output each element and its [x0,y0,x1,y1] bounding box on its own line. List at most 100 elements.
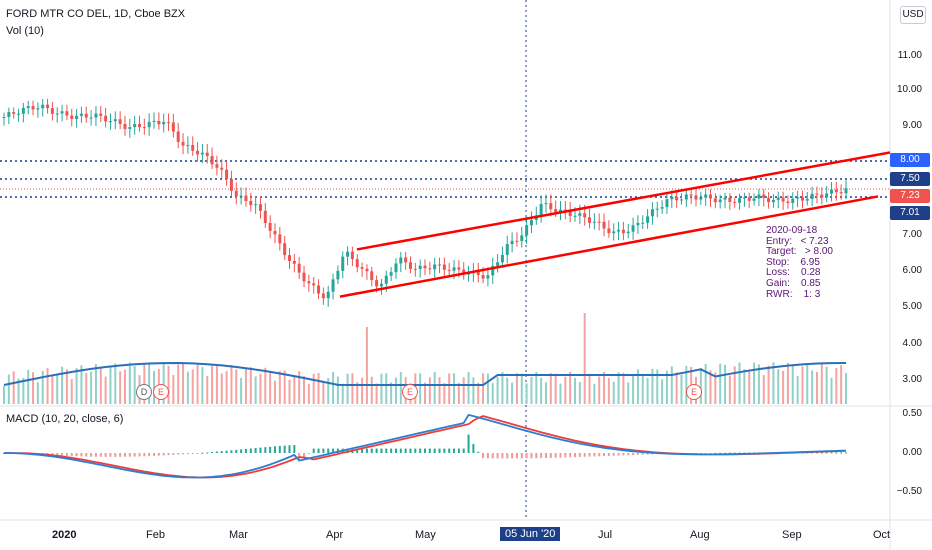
x-tick: Apr [326,529,344,541]
macd-histogram-bar [206,452,209,454]
volume-bar [46,368,49,404]
macd-histogram-bar [515,453,518,459]
volume-bar [104,376,107,404]
macd-histogram-bar [520,453,523,459]
candle-body [118,119,122,124]
volume-bar [501,372,504,404]
candle-body [341,256,345,271]
candle-body [84,113,88,118]
volume-bar [394,377,397,404]
macd-histogram-bar [830,452,833,454]
trade-annotation: 2020-09-18 Entry: < 7.23 Target: > 8.00 … [766,225,833,300]
volume-bar [651,368,654,404]
candle-body [815,193,819,195]
volume-bar [646,378,649,404]
annotation-target: Target: > 8.00 [766,246,833,258]
channel-lower-line [339,195,879,298]
macd-histogram-bar [307,453,310,454]
x-tick: Jul [598,529,613,541]
macd-histogram-bar [530,453,533,459]
candle-body [244,195,248,201]
earnings-badge[interactable]: E [402,384,418,400]
macd-histogram-bar [225,450,228,453]
candle-body [94,113,98,118]
candle-body [108,121,112,123]
macd-histogram-bar [201,452,204,454]
volume-bar [27,369,30,404]
volume-bar [622,372,625,404]
annotation-loss: Loss: 0.28 [766,267,821,279]
candle-body [742,197,746,199]
currency-button[interactable]: USD [900,6,926,24]
annotation-entry: Entry: < 7.23 [766,235,829,247]
volume-bar [365,327,368,404]
candle-body [563,209,567,211]
dividend-badge[interactable]: D [136,384,152,400]
candle-body [447,269,451,271]
macd-histogram-bar [123,453,126,457]
candle-body [283,243,287,256]
candle-body [679,199,683,201]
candle-body [268,222,272,231]
earnings-badge[interactable]: E [686,384,702,400]
volume-bar [453,373,456,404]
volume-bar [680,374,683,404]
volume-bar [94,364,97,404]
volume-bar [240,377,243,404]
volume-bar [491,383,494,404]
candle-body [104,115,108,122]
candle-body [641,222,645,224]
volume-bar [336,376,339,404]
macd-histogram-bar [322,448,325,453]
candle-body [249,200,253,206]
candle-body [781,197,785,202]
earnings-badge[interactable]: E [153,384,169,400]
candle-body [588,217,592,223]
macd-histogram-bar [90,453,93,457]
volume-bar [307,383,310,404]
volume-bar [743,369,746,404]
candle-body [505,244,509,255]
macd-histogram-bar [549,453,552,458]
candle-body [46,104,50,109]
volume-bar [806,363,809,404]
macd-histogram-bar [370,448,373,453]
candle-body [549,203,553,210]
macd-histogram-bar [840,452,843,454]
candle-body [186,145,190,147]
symbol-title: FORD MTR CO DEL, 1D, Cboe BZX [6,8,186,20]
macd-histogram-bar [569,453,572,458]
volume-bar [269,372,272,404]
macd-histogram-bar [361,448,364,453]
volume-bar [390,382,393,404]
macd-histogram-bar [496,453,499,459]
macd-histogram-bar [627,453,630,456]
candle-body [171,122,175,132]
candle-body [234,190,238,197]
macd-histogram-bar [419,448,422,453]
volume-bar [467,372,470,404]
macd-histogram-bar [235,449,238,453]
volume-bar [549,373,552,404]
candle-body [452,267,456,271]
volume-bar [588,373,591,404]
macd-histogram-bar [462,448,465,453]
macd-histogram-bar [99,453,102,457]
volume-bar [448,373,451,404]
macd-histogram-bar [617,453,620,456]
macd-histogram-bar [317,448,320,453]
volume-bar [544,382,547,404]
candle-body [7,112,11,117]
volume-bar [346,373,349,404]
volume-bar [598,376,601,404]
macd-histogram-bar [80,453,83,457]
volume-bar [699,368,702,404]
candle-body [384,275,388,284]
volume-bar [612,381,615,404]
candle-body [225,169,229,180]
macd-histogram-bar [385,448,388,453]
macd-histogram-bar [380,448,383,453]
candle-body [399,257,403,264]
macd-histogram-bar [51,453,54,456]
